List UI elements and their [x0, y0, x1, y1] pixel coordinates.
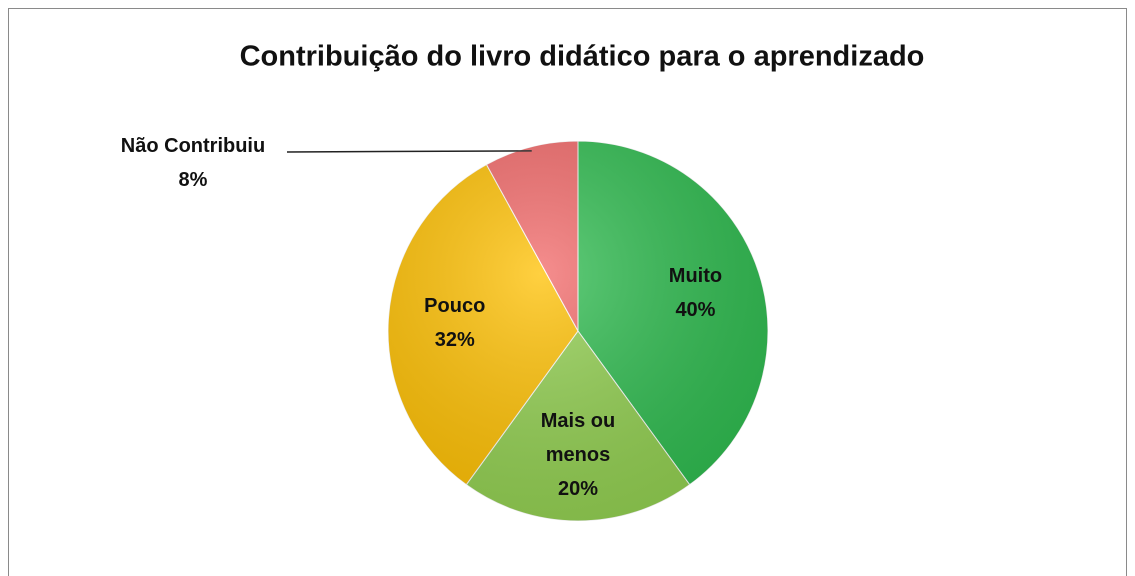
- category-label: Não Contribuiu: [120, 135, 266, 157]
- category-label: Mais ou menos: [540, 409, 616, 466]
- slice-label: Não Contribuiu 8%: [121, 129, 265, 197]
- category-label: Pouco: [424, 295, 486, 318]
- chart-title: Contribuição do livro didático para o ap…: [240, 41, 925, 73]
- value-label: 40%: [675, 298, 716, 321]
- slice-label: Pouco 32%: [424, 289, 485, 357]
- value-label: 32%: [434, 329, 475, 352]
- value-label: 8%: [178, 169, 208, 191]
- slice-label: Mais ou menos 20%: [528, 404, 628, 506]
- slice-label: Muito 40%: [669, 259, 722, 327]
- value-label: 20%: [557, 477, 599, 500]
- category-label: Muito: [668, 264, 723, 287]
